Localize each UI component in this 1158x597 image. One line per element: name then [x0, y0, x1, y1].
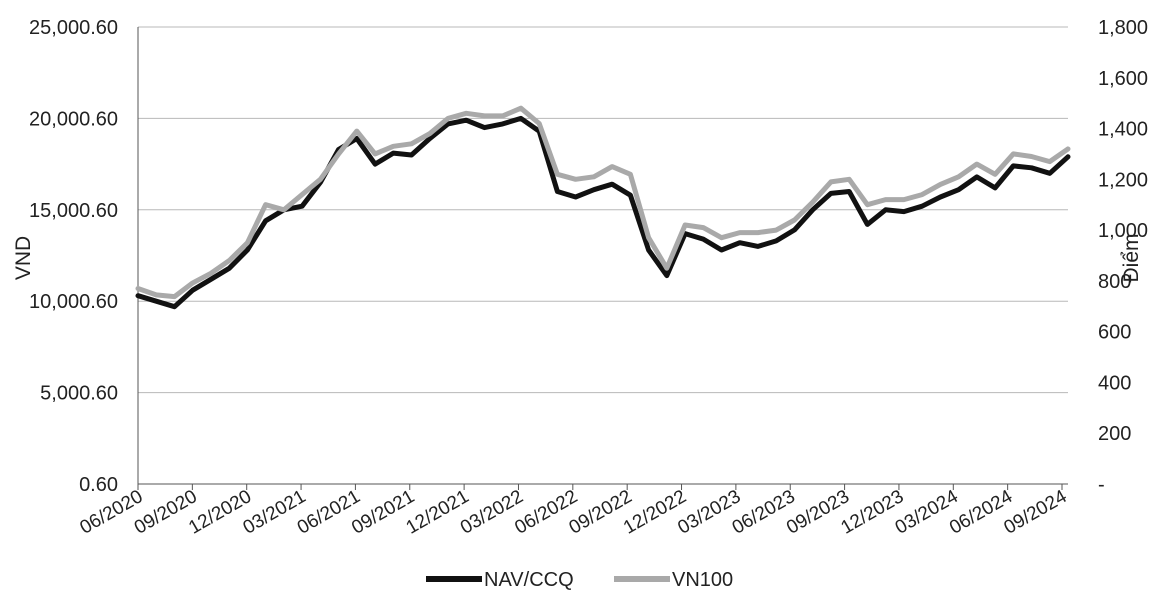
x-tick-label: 09/2024	[1001, 486, 1071, 539]
series-lines	[135, 105, 1071, 310]
legend-label: NAV/CCQ	[484, 569, 574, 591]
right-tick-label: 400	[1098, 372, 1131, 394]
right-tick-label: 1,600	[1098, 68, 1148, 90]
axes	[137, 27, 1068, 485]
left-tick-label: 25,000.60	[29, 17, 118, 39]
right-tick-label: 1,200	[1098, 169, 1148, 191]
x-axis-tick-labels: 06/202009/202012/202003/202106/202109/20…	[77, 484, 1071, 539]
legend: NAV/CCQ VN100	[426, 569, 733, 591]
series-line-vn100	[135, 105, 1071, 300]
right-tick-label: 1,800	[1098, 17, 1148, 39]
left-axis-title: VND	[12, 236, 35, 280]
right-tick-label: 600	[1098, 322, 1131, 344]
left-tick-label: 10,000.60	[29, 291, 118, 313]
left-tick-label: 5,000.60	[40, 383, 118, 405]
right-tick-label: 800	[1098, 271, 1131, 293]
right-tick-label: -	[1098, 474, 1105, 496]
right-axis-tick-labels: - 200 400 600 800 1,000 1,200 1,400 1,600 1,800	[1098, 17, 1148, 496]
left-tick-label: 0.60	[79, 474, 118, 496]
right-tick-label: 1,400	[1098, 119, 1148, 141]
left-axis-tick-labels: 0.60 5,000.60 10,000.60 15,000.60 20,000.60 2…	[29, 17, 118, 496]
right-axis-title: Điểm	[1120, 233, 1143, 282]
right-tick-label: 200	[1098, 423, 1131, 445]
legend-label: VN100	[672, 569, 733, 591]
left-tick-label: 15,000.60	[29, 200, 118, 222]
series-line-nav-ccq	[135, 115, 1071, 310]
left-tick-label: 20,000.60	[29, 108, 118, 130]
right-tick-label: 1,000	[1098, 220, 1148, 242]
